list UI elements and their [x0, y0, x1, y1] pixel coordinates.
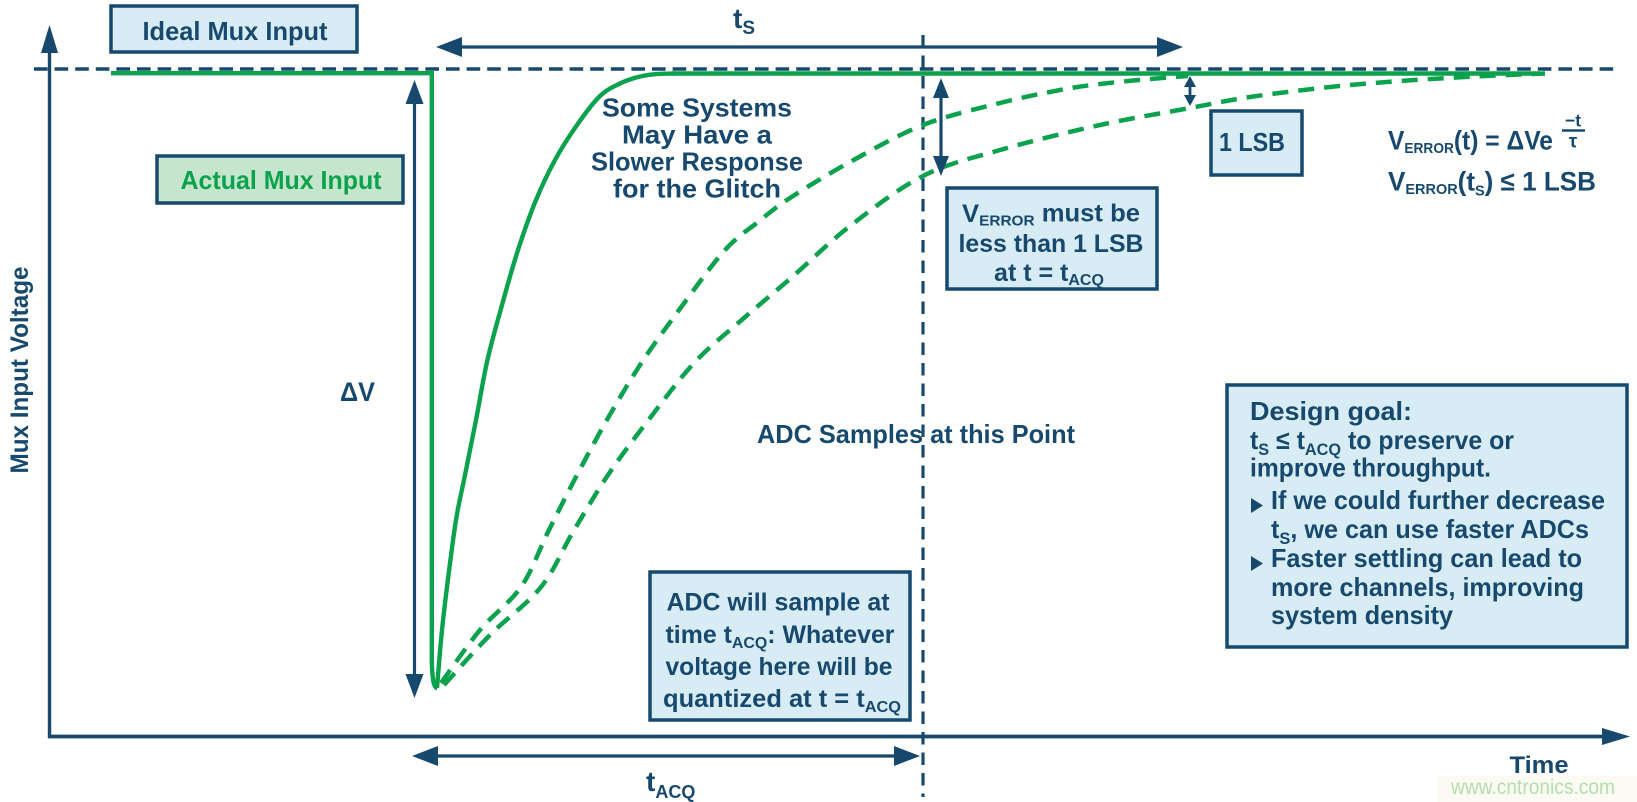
svg-text:Some Systems: Some Systems — [602, 93, 792, 123]
svg-text:If we could further decrease: If we could further decrease — [1271, 485, 1605, 515]
svg-text:system density: system density — [1271, 600, 1454, 630]
svg-text:1 LSB: 1 LSB — [1219, 127, 1285, 157]
svg-text:www.cntronics.com: www.cntronics.com — [1450, 776, 1615, 799]
svg-text:tS, we can use faster ADCs: tS, we can use faster ADCs — [1271, 514, 1589, 548]
svg-text:more channels, improving: more channels, improving — [1271, 572, 1584, 602]
svg-text:ΔV: ΔV — [340, 377, 375, 407]
svg-text:τ: τ — [1569, 132, 1578, 153]
svg-text:less than 1 LSB: less than 1 LSB — [959, 230, 1144, 258]
svg-text:−t: −t — [1565, 111, 1581, 131]
svg-text:May Have a: May Have a — [622, 120, 773, 150]
svg-text:ADC Samples at this Point: ADC Samples at this Point — [757, 419, 1075, 449]
svg-text:tS ≤ tACQ to preserve or: tS ≤ tACQ to preserve or — [1250, 425, 1514, 459]
svg-text:Ideal Mux Input: Ideal Mux Input — [143, 16, 328, 46]
svg-text:Mux Input Voltage: Mux Input Voltage — [6, 266, 34, 473]
svg-text:Faster settling can lead to: Faster settling can lead to — [1271, 543, 1582, 573]
svg-text:Slower Response: Slower Response — [591, 147, 803, 177]
svg-text:improve throughput.: improve throughput. — [1250, 453, 1491, 483]
svg-text:time tACQ: Whatever: time tACQ: Whatever — [666, 621, 895, 652]
svg-text:for the Glitch: for the Glitch — [613, 174, 781, 204]
svg-text:quantized at t = tACQ: quantized at t = t ACQ — [663, 685, 901, 716]
svg-text:ADC will sample at: ADC will sample at — [667, 589, 891, 617]
svg-text:Actual Mux Input: Actual Mux Input — [181, 165, 382, 195]
svg-text:voltage here will be: voltage here will be — [666, 653, 893, 681]
svg-text:Time: Time — [1510, 752, 1569, 779]
svg-text:Design goal:: Design goal: — [1250, 396, 1412, 426]
